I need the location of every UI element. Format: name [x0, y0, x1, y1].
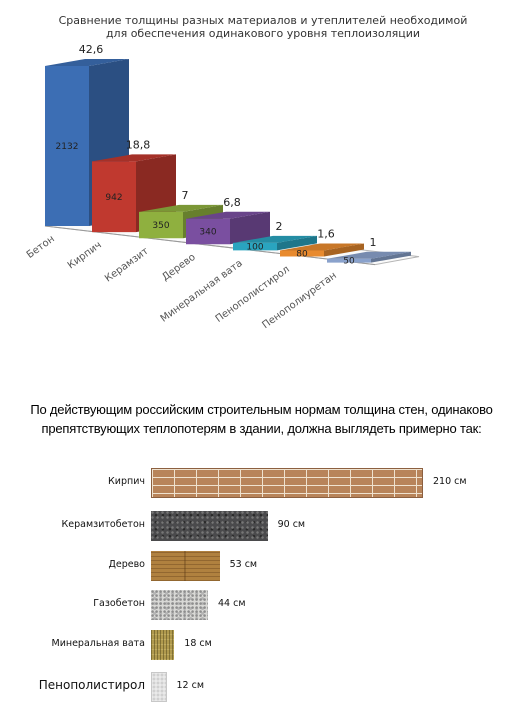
bar-ratio-label: 6,8	[223, 196, 241, 209]
bar-side-face	[230, 211, 270, 245]
category-label: Бетон	[25, 234, 57, 261]
bar-ratio-label: 1	[370, 236, 377, 249]
bar-5: 100 2	[233, 220, 317, 253]
thickness-comparison-chart: Сравнение толщины разных материалов и ут…	[25, 14, 468, 331]
bar-side-face	[324, 243, 364, 257]
bar-front-face	[280, 250, 324, 257]
bar-front-face	[186, 218, 230, 245]
wall-thickness-title: По действующим российским строительным н…	[0, 400, 523, 438]
bar-value-label: 2132	[56, 142, 79, 152]
bar-value-label: 350	[152, 221, 169, 231]
bar-side-face	[371, 251, 411, 263]
bar-value-label: 100	[246, 243, 263, 253]
wall-value: 53 см	[229, 559, 258, 570]
wall-bar	[151, 590, 208, 620]
bar-7: 50 1	[327, 236, 411, 267]
wall-value: 18 см	[184, 638, 212, 649]
wall-row: Кирпич 210 см	[0, 468, 523, 498]
wall-row: Керамзитобетон 90 см	[0, 511, 523, 541]
bar-ratio-label: 7	[182, 189, 189, 202]
wall-row: Газобетон 44 см	[0, 590, 523, 620]
bar-top-face	[327, 251, 411, 259]
bar-top-face	[139, 204, 223, 212]
bar-top-face	[92, 154, 176, 162]
bar-6: 801,6	[280, 228, 364, 260]
chart-title-line-2: для обеспечения одинакового уровня тепло…	[106, 27, 420, 40]
bar-value-label: 942	[105, 193, 122, 203]
chart-floor-edge	[44, 225, 376, 266]
wall-label: Керамзитобетон	[61, 519, 145, 530]
wall-bar	[151, 511, 268, 541]
bar-top-face	[233, 235, 317, 243]
wall-label: Пенополистирол	[38, 678, 145, 692]
wall-label: Газобетон	[93, 598, 145, 609]
bar-top-face	[186, 211, 270, 219]
wall-bar	[151, 630, 175, 660]
wall-bar	[151, 468, 423, 498]
bar-ratio-label: 42,6	[79, 43, 104, 56]
wall-row: Минеральная вата 18 см	[0, 630, 523, 660]
category-label: Керамзит	[103, 246, 151, 285]
bar-ratio-label: 2	[276, 220, 283, 233]
wall-value: 44 см	[218, 598, 246, 609]
wall-label: Минеральная вата	[51, 638, 146, 649]
bar-front-face	[233, 242, 277, 251]
chart-title-line-1: Сравнение толщины разных материалов и ут…	[59, 14, 468, 27]
wall-thickness-section: По действующим российским строительным н…	[0, 392, 523, 702]
bar-front-face	[327, 258, 371, 263]
bar-value-label: 80	[296, 250, 308, 260]
wall-bar	[151, 672, 167, 702]
wall-label: Кирпич	[108, 476, 145, 487]
wall-row: Пенополистирол 12 см	[0, 672, 523, 702]
category-label: Кирпич	[66, 240, 104, 272]
bar-top-face	[45, 59, 129, 66]
bar-ratio-label: 18,8	[126, 138, 151, 151]
wall-value: 210 см	[433, 476, 467, 487]
wall-bar	[151, 551, 220, 581]
bar-side-face	[277, 235, 317, 251]
wall-value: 90 см	[277, 519, 306, 530]
wall-title-line-1: По действующим российским строительным н…	[30, 402, 493, 417]
wall-label: Дерево	[108, 559, 145, 570]
bar-front-face	[45, 66, 89, 226]
bar-value-label: 340	[199, 228, 216, 238]
category-label: Дерево	[160, 252, 198, 284]
bar-front-face	[92, 161, 136, 233]
bar-front-face	[139, 211, 183, 239]
bar-top-face	[280, 243, 364, 251]
bar-4: 340 6,8	[186, 196, 270, 245]
bar-ratio-label: 1,6	[317, 228, 335, 241]
wall-row: Дерево 53 см	[0, 551, 523, 581]
bar-value-label: 50	[343, 257, 355, 267]
wall-value: 12 см	[176, 680, 205, 691]
wall-title-line-2: препятствующих теплопотерям в здании, до…	[41, 421, 482, 436]
